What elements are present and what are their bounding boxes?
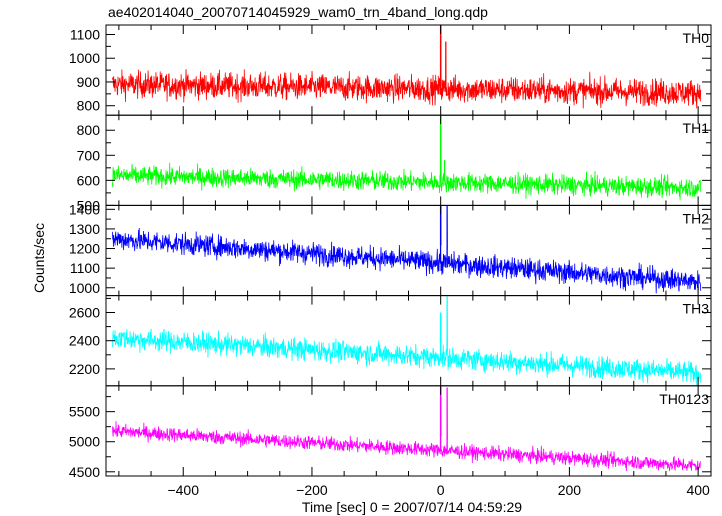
panel-th3: 2200 2400 2600 TH3 (69, 295, 712, 387)
series-th2-line (112, 205, 702, 294)
y-tick-label: 1400 (69, 201, 100, 217)
panel-th1: 500 600 700 800 TH1 (77, 114, 712, 213)
y-axis-label: Counts/sec (31, 223, 47, 293)
x-tick-label: 0 (437, 482, 445, 498)
panel-label-th0: TH0 (683, 30, 710, 46)
panel-label-th2: TH2 (683, 210, 710, 226)
x-tick-label: −200 (296, 482, 328, 498)
series-th3-line (112, 295, 702, 386)
y-tick-label: 900 (77, 74, 101, 90)
y-tick-label: 2200 (69, 361, 100, 377)
series-th0123-line (112, 385, 702, 472)
y-tick-label: 700 (77, 147, 101, 163)
y-tick-label: 800 (77, 98, 101, 114)
y-tick-label: 2400 (69, 333, 100, 349)
y-tick-label: 500 (77, 197, 101, 213)
y-tick-label: 600 (77, 172, 101, 188)
y-tick-label: 1000 (69, 50, 100, 66)
x-tick-label: 200 (558, 482, 582, 498)
y-tick-label: 1100 (70, 26, 100, 42)
y-tick-label: 1100 (70, 260, 100, 276)
x-tick-labels: −400 −200 0 200 400 (167, 482, 710, 498)
panel-label-th3: TH3 (683, 301, 710, 317)
series-th1-line (112, 115, 702, 201)
panel-th0123: 4500 5000 5500 TH0123 (69, 385, 712, 480)
panels-group: 800 900 1000 1100 TH0 500 600 700 800 TH1 1000 1100… (69, 24, 712, 480)
panel-th0: 800 900 1000 1100 TH0 (69, 24, 712, 116)
y-tick-label: 5500 (69, 404, 100, 420)
x-axis-label: Time [sec] 0 = 2007/07/14 04:59:29 (302, 499, 522, 515)
x-tick-label: 400 (686, 482, 710, 498)
y-tick-label: 1300 (69, 221, 100, 237)
panel-label-th1: TH1 (683, 120, 710, 136)
x-tick-label: −400 (167, 482, 199, 498)
y-tick-label: 4500 (69, 464, 100, 480)
series-th0-line (112, 25, 702, 109)
chart-title: ae402014040_20070714045929_wam0_trn_4ban… (108, 4, 488, 20)
y-tick-label: 1200 (69, 241, 100, 257)
panel-frame (105, 114, 712, 206)
y-tick-label: 5000 (69, 434, 100, 450)
panel-frame (105, 24, 712, 116)
y-tick-label: 800 (77, 122, 101, 138)
y-tick-label: 2600 (69, 305, 100, 321)
y-tick-label: 1000 (69, 280, 100, 296)
panel-label-th0123: TH0123 (659, 391, 709, 407)
panel-th2: 1000 1100 1200 1300 1400 TH2 (69, 201, 712, 297)
